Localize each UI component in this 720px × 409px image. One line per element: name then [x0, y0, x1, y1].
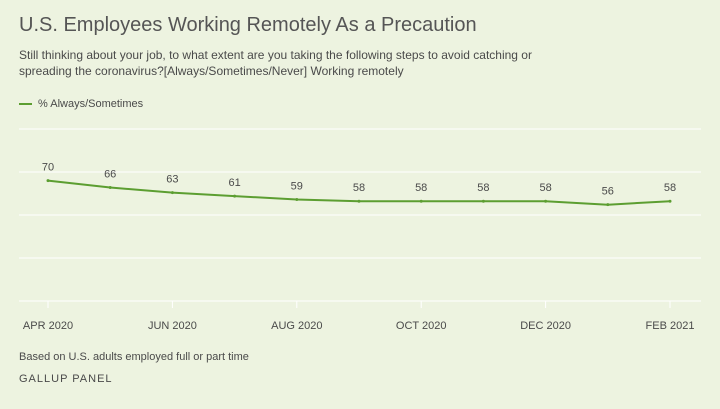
data-label: 63: [166, 174, 178, 186]
data-point: [108, 185, 112, 189]
legend-label: % Always/Sometimes: [38, 98, 144, 110]
x-tick-label: FEB 2021: [646, 320, 695, 332]
data-point: [233, 194, 237, 198]
x-tick-label: DEC 2020: [520, 320, 571, 332]
data-label: 58: [477, 182, 489, 194]
data-label: 70: [42, 162, 54, 174]
data-point: [668, 199, 672, 203]
data-point: [419, 199, 423, 203]
data-point: [357, 199, 361, 203]
data-label: 58: [415, 182, 427, 194]
x-tick-label: AUG 2020: [271, 320, 322, 332]
x-tick-label: OCT 2020: [396, 320, 447, 332]
data-label: 56: [602, 186, 614, 198]
chart-title: U.S. Employees Working Remotely As a Pre…: [19, 14, 477, 36]
data-label: 58: [539, 182, 551, 194]
data-point: [46, 179, 50, 183]
data-point: [170, 191, 174, 195]
legend: % Always/Sometimes: [19, 98, 143, 110]
data-label: 61: [228, 177, 240, 189]
footnote: Based on U.S. adults employed full or pa…: [19, 351, 249, 363]
data-label: 58: [353, 182, 365, 194]
x-tick-label: JUN 2020: [148, 320, 197, 332]
data-label: 66: [104, 168, 116, 180]
chart-subtitle: Still thinking about your job, to what e…: [19, 48, 532, 78]
data-label: 58: [664, 182, 676, 194]
data-point: [606, 203, 610, 207]
x-tick-label: APR 2020: [23, 320, 73, 332]
source-label: GALLUP PANEL: [19, 373, 113, 385]
data-point: [295, 198, 299, 202]
data-point: [481, 199, 485, 203]
legend-swatch: [19, 103, 32, 105]
data-point: [544, 199, 548, 203]
data-label: 59: [291, 181, 303, 193]
